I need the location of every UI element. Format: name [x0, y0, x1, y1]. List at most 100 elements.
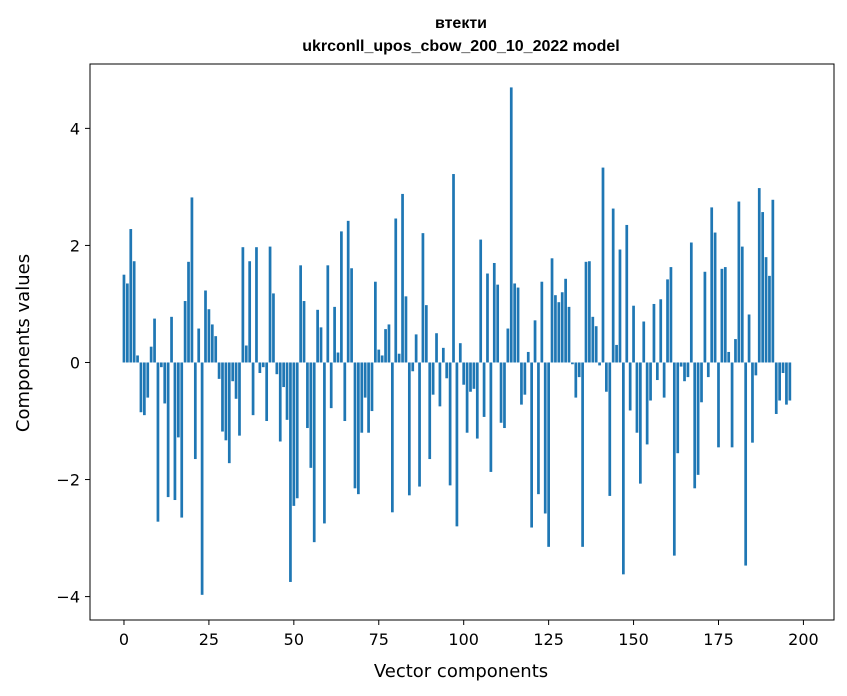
y-tick-label: −4	[56, 588, 80, 607]
bar	[384, 329, 387, 363]
chart-title-line2: ukrconll_upos_cbow_200_10_2022 model	[302, 38, 619, 55]
bar	[159, 362, 163, 368]
bar	[248, 261, 252, 363]
x-tick-label: 125	[533, 630, 564, 649]
bar	[567, 306, 571, 363]
bar	[346, 220, 350, 363]
bar	[363, 362, 367, 398]
bar	[418, 362, 421, 487]
bar	[132, 261, 136, 363]
bar	[234, 362, 238, 399]
bar	[720, 268, 724, 363]
bar	[740, 246, 744, 363]
bar	[486, 273, 489, 363]
bar	[455, 362, 459, 527]
x-tick-label: 50	[284, 630, 304, 649]
bar	[452, 174, 455, 363]
bar-series	[122, 87, 792, 595]
bar	[309, 362, 313, 468]
bar	[771, 199, 775, 363]
bar	[778, 362, 781, 401]
bar	[465, 362, 469, 433]
bar	[272, 293, 275, 363]
bar	[268, 246, 272, 363]
bar	[227, 362, 231, 464]
bar	[214, 336, 218, 363]
bar	[265, 362, 269, 422]
bar	[571, 362, 574, 365]
bar	[649, 362, 652, 401]
bar	[625, 224, 629, 363]
bar	[397, 353, 401, 363]
bar	[628, 362, 632, 411]
bar	[635, 362, 639, 433]
bar	[533, 320, 537, 363]
bar	[516, 287, 520, 363]
bar	[210, 324, 214, 363]
bar	[761, 212, 765, 363]
bar	[441, 347, 445, 363]
bar	[435, 333, 438, 363]
bar	[136, 355, 139, 363]
bar	[730, 362, 734, 448]
bar	[554, 295, 557, 363]
bar	[655, 362, 659, 381]
bar	[557, 302, 561, 363]
bar	[431, 362, 435, 395]
bar	[187, 261, 190, 363]
bar	[530, 362, 533, 528]
bar	[506, 328, 510, 363]
bar	[411, 362, 415, 372]
y-axis-ticks: −4 −2 0 2 4	[56, 119, 90, 607]
bar	[584, 261, 588, 363]
bar	[615, 344, 618, 363]
bar	[126, 283, 129, 363]
bar	[645, 362, 649, 445]
bar	[326, 265, 330, 363]
bar	[757, 188, 761, 363]
bar	[207, 309, 211, 363]
bar	[183, 301, 187, 363]
bar	[238, 362, 241, 436]
bar	[421, 233, 425, 363]
bar	[560, 292, 564, 363]
bar	[581, 362, 584, 547]
bar	[299, 265, 302, 363]
bar	[306, 362, 309, 429]
bar	[489, 362, 493, 472]
bar	[632, 305, 635, 363]
bar	[608, 362, 612, 496]
bar	[255, 247, 258, 363]
bar	[550, 258, 554, 363]
bar	[703, 271, 707, 363]
bar	[768, 275, 771, 363]
bar	[693, 362, 697, 489]
bar	[475, 362, 479, 439]
bar	[679, 362, 683, 367]
bar	[414, 334, 418, 363]
bar	[537, 362, 540, 495]
bar	[458, 343, 462, 363]
bar	[394, 218, 398, 363]
bar	[598, 362, 601, 366]
y-tick-label: −2	[56, 471, 80, 490]
bar	[689, 242, 693, 363]
bar	[407, 362, 411, 496]
bar	[149, 346, 153, 363]
bar	[329, 362, 333, 409]
bar	[278, 362, 282, 442]
bar	[547, 362, 550, 547]
bar	[319, 327, 323, 363]
bar	[200, 362, 204, 595]
bar	[275, 362, 279, 375]
x-tick-label: 25	[199, 630, 219, 649]
bar	[448, 362, 452, 486]
bar	[594, 326, 598, 363]
bar	[204, 290, 207, 363]
bar	[360, 362, 364, 433]
bar	[340, 231, 343, 363]
bar	[374, 281, 377, 363]
bar	[652, 303, 656, 363]
bar	[336, 352, 340, 363]
